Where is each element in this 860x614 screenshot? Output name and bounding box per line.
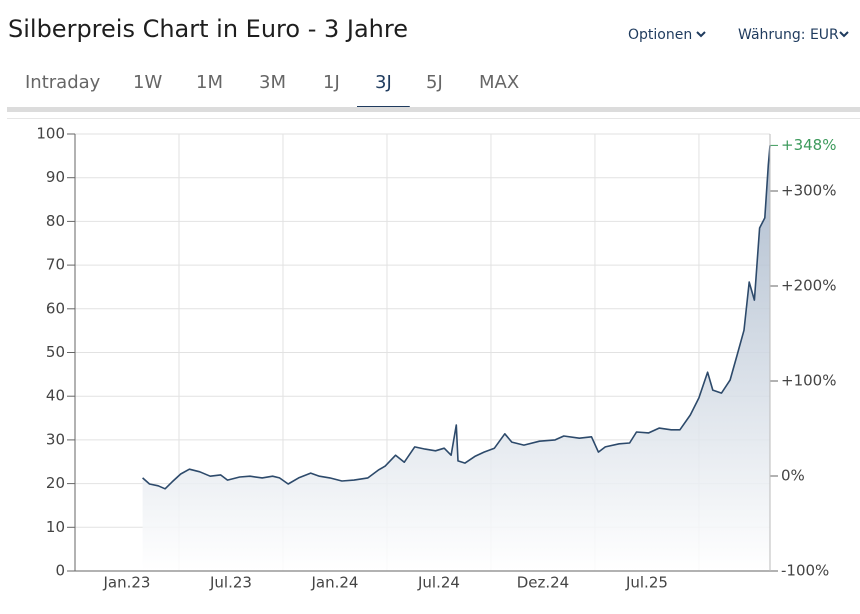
chart: 0 10 20 30 40 50 60 70 80 90 100 -100% 0% +100% +200% +… [36,125,836,592]
x-tick-label: Dez.24 [517,574,570,592]
y2-tick-label: +300% [781,182,836,200]
tab[interactable]: 3M [259,72,286,93]
tab[interactable]: 1W [133,72,162,93]
chevron [696,31,706,38]
chart-border [7,118,860,119]
tab[interactable]: MAX [479,72,519,93]
tab-bar: Intraday 1W 1M 3M 1J 3J 5J MAX [25,72,519,112]
x-tick-label: Jul.24 [417,574,460,592]
y-tick-label: 100 [36,125,65,143]
y-tick-label: 0 [55,562,65,580]
y-tick-label: 90 [46,168,65,186]
y-tick-label: 40 [46,387,65,405]
x-tick-label: Jul.23 [209,574,252,592]
y-tick-label: 20 [46,474,65,492]
tab-divider [7,107,860,112]
line [142,145,771,490]
options-menu[interactable]: Optionen [628,27,692,43]
tab[interactable]: 5J [426,72,443,93]
tab[interactable]: 3J [375,72,392,93]
tab[interactable]: 1M [196,72,223,93]
currency-menu[interactable]: Währung: EUR [738,27,839,43]
y-tick-label: 80 [46,212,65,230]
y2-tick-label: +200% [781,277,836,295]
y-tick-label: 70 [46,256,65,274]
area [142,145,771,571]
y-tick-label: 10 [46,518,65,536]
y2-tick-label: +100% [781,372,836,390]
x-tick-label: Jan.23 [103,574,151,592]
y2-tick-label: -100% [781,562,829,580]
page-title: Silberpreis Chart in Euro - 3 Jahre [8,15,408,43]
chevron [839,31,849,38]
y-tick-label: 60 [46,299,65,317]
y2-tick-label: 0% [781,467,805,485]
y-tick-label: 30 [46,430,65,448]
tab[interactable]: Intraday [25,72,101,93]
y-tick-label: 50 [46,343,65,361]
tab[interactable]: 1J [323,72,340,93]
x-tick-label: Jul.25 [625,574,668,592]
x-tick-label: Jan.24 [310,574,358,592]
annotation-label: +348% [781,136,836,154]
